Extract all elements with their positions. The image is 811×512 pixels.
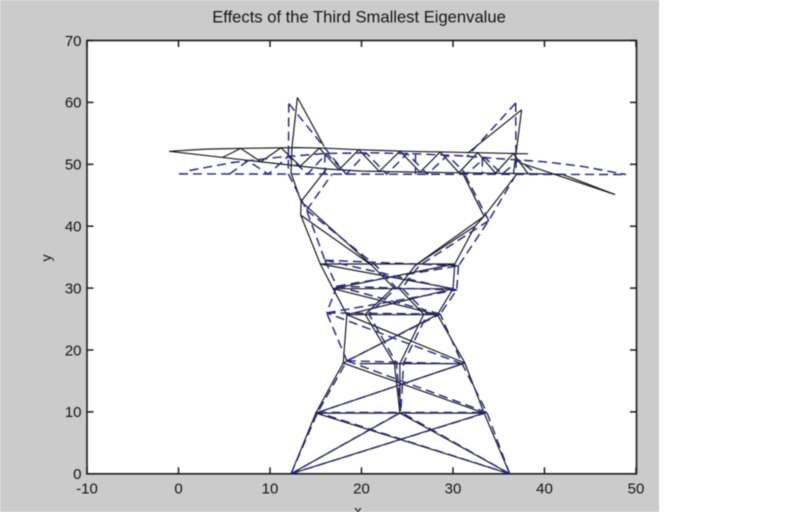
svg-text:-10: -10 <box>76 481 98 498</box>
svg-text:20: 20 <box>65 342 82 359</box>
svg-text:10: 10 <box>65 404 82 421</box>
svg-text:0: 0 <box>73 466 81 483</box>
svg-text:40: 40 <box>536 481 553 498</box>
svg-text:50: 50 <box>65 157 82 174</box>
svg-text:70: 70 <box>65 33 82 50</box>
svg-text:30: 30 <box>65 280 82 297</box>
svg-text:30: 30 <box>445 481 462 498</box>
svg-text:0: 0 <box>174 481 182 498</box>
svg-text:60: 60 <box>65 95 82 112</box>
svg-text:Effects of the Third Smallest: Effects of the Third Smallest Eigenvalue <box>212 8 506 27</box>
svg-text:y: y <box>38 255 54 262</box>
svg-text:10: 10 <box>262 481 279 498</box>
svg-text:40: 40 <box>65 219 82 236</box>
svg-text:20: 20 <box>353 481 370 498</box>
svg-text:50: 50 <box>628 481 645 498</box>
svg-text:x: x <box>354 503 362 512</box>
